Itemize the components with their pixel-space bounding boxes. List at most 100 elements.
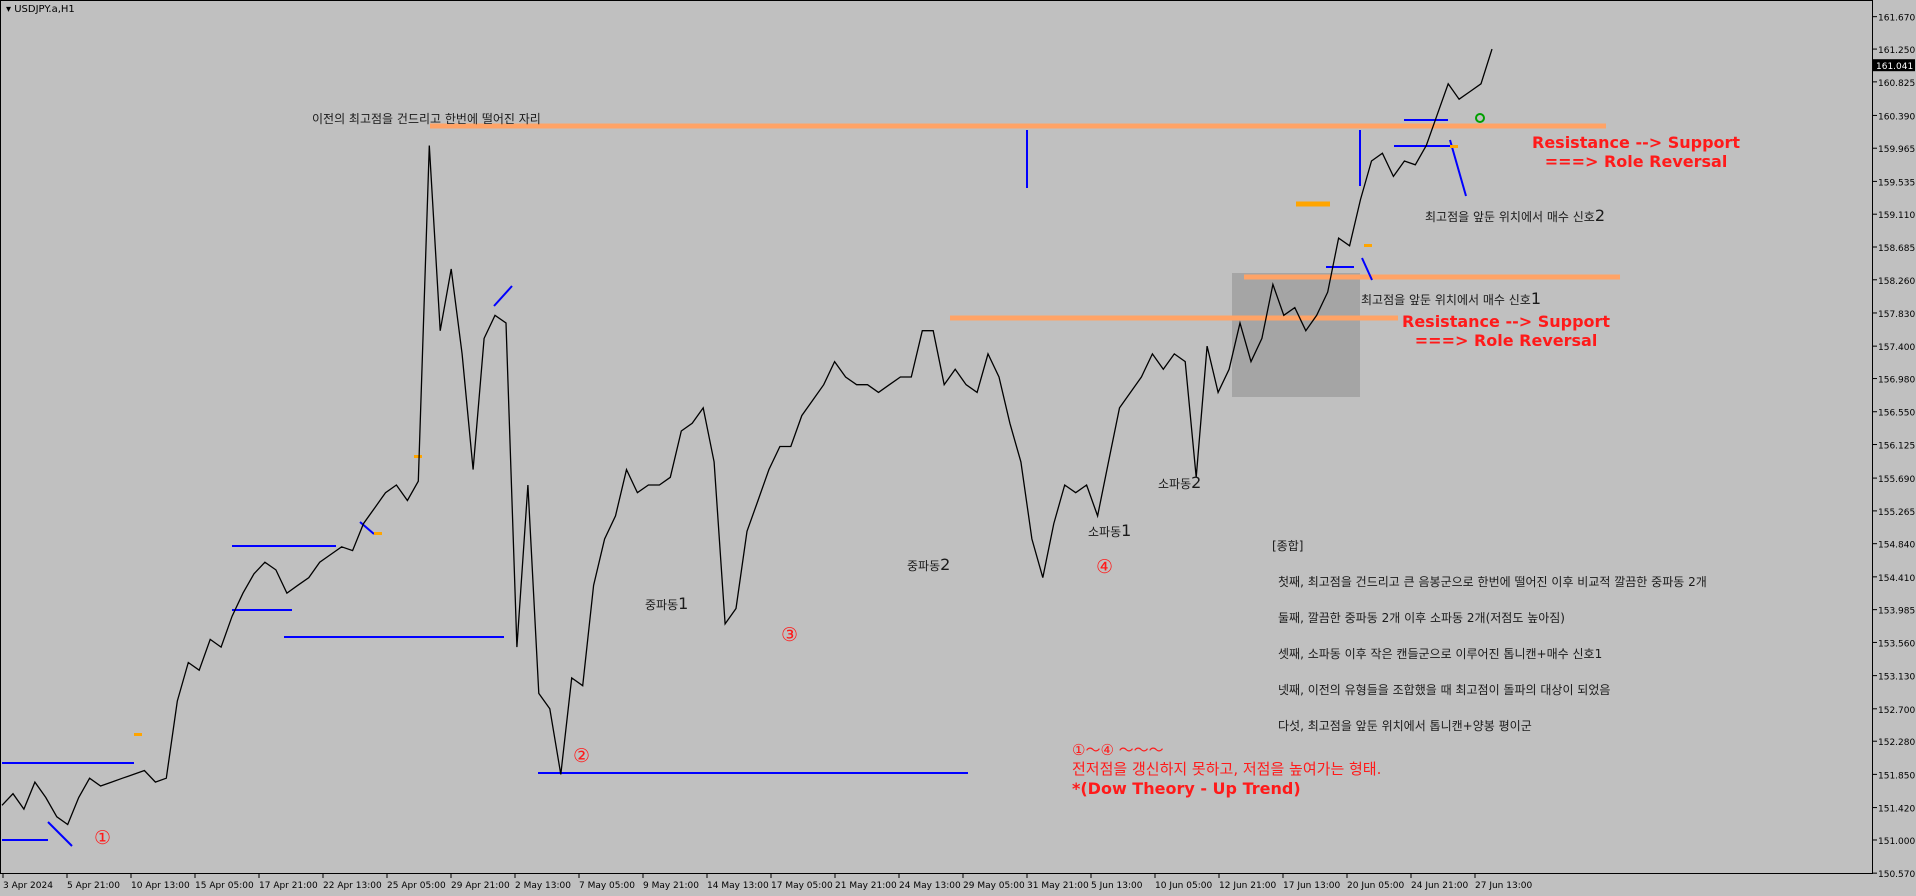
wave-text: 중파동 [907, 559, 941, 573]
circle-marker-4: ④ [1096, 556, 1114, 578]
x-tick-label: 10 Apr 13:00 [131, 881, 190, 891]
buy-signal-text: 최고점을 앞둔 위치에서 매수 신호 [1361, 293, 1531, 307]
x-tick-label: 24 May 13:00 [899, 881, 961, 891]
y-tick-label: 152.280 [1878, 738, 1915, 748]
y-tick-label: 153.985 [1878, 607, 1915, 617]
buy-signal-2-note: 최고점을 앞둔 위치에서 매수 신호2 [1425, 206, 1605, 225]
x-tick-label: 2 May 13:00 [515, 881, 571, 891]
circle-marker-2: ② [573, 745, 591, 767]
dow-line-1: ①～④ ～～～ [1072, 741, 1164, 759]
summary-line: 넷째, 이전의 유형들을 조합했을 때 최고점이 돌파의 대상이 되었음 [1278, 683, 1611, 697]
circle-marker-1: ① [94, 827, 112, 849]
x-tick-label: 15 Apr 05:00 [195, 881, 254, 891]
x-axis: 3 Apr 2024 5 Apr 21:00 10 Apr 13:00 15 Apr … [2, 874, 1532, 891]
role-reversal-line2: ===> Role Reversal [1544, 152, 1728, 171]
x-tick-label: 12 Jun 21:00 [1219, 881, 1276, 891]
y-axis: 161.670 161.250 160.825 160.390 159.965 159.5… [1873, 14, 1915, 880]
buy-signal-num: 2 [1594, 206, 1606, 225]
y-tick-label: 151.000 [1878, 837, 1915, 847]
y-tick-label: 160.825 [1878, 79, 1915, 89]
mid-wave-2-label: 중파동2 [907, 555, 950, 574]
blue-marker-line [359, 521, 375, 535]
y-tick-label: 159.110 [1878, 211, 1915, 221]
orange-tick [1450, 145, 1458, 148]
y-tick-label: 157.400 [1878, 343, 1915, 353]
dow-theory-note: ①～④ ～～～ 전저점을 갱신하지 못하고, 저점을 높여가는 형태. *(Do… [1072, 741, 1381, 798]
y-tick-label: 153.560 [1878, 639, 1915, 649]
y-tick-label: 154.840 [1878, 541, 1915, 551]
wave-num: 1 [678, 594, 689, 613]
x-tick-label: 21 May 21:00 [835, 881, 897, 891]
orange-tick [374, 532, 382, 535]
y-tick-label: 156.125 [1878, 442, 1915, 452]
y-tick-label: 156.550 [1878, 409, 1915, 419]
chart-frame[interactable] [0, 0, 1873, 874]
blue-marker-line [47, 821, 73, 847]
orange-tick [1364, 244, 1372, 247]
x-tick-label: 17 Apr 21:00 [259, 881, 318, 891]
y-tick-label: 153.130 [1878, 673, 1915, 683]
y-tick-label: 157.830 [1878, 310, 1915, 320]
x-tick-label: 29 May 05:00 [963, 881, 1025, 891]
y-tick-label: 159.965 [1878, 145, 1915, 155]
green-circle-marker [1475, 113, 1485, 123]
y-tick-label: 152.700 [1878, 706, 1915, 716]
wave-text: 소파동 [1158, 477, 1192, 491]
blue-marker-line [493, 285, 513, 307]
y-tick-label: 160.390 [1878, 112, 1915, 122]
x-tick-label: 7 May 05:00 [579, 881, 635, 891]
small-wave-1-label: 소파동1 [1088, 521, 1131, 540]
price-series [1, 48, 1493, 826]
dropdown-triangle-icon[interactable]: ▾ [6, 4, 12, 15]
y-tick-label: 161.250 [1878, 46, 1915, 56]
x-tick-label: 20 Jun 05:00 [1347, 881, 1404, 891]
y-tick-label: 150.570 [1878, 870, 1915, 880]
x-tick-label: 27 Jun 13:00 [1475, 881, 1532, 891]
orange-tick [414, 455, 422, 458]
summary-line: 둘째, 깔끔한 중파동 2개 이후 소파동 2개(저점도 높아짐) [1278, 611, 1565, 625]
overlay-shapes [2, 113, 1620, 847]
y-tick-label: 158.260 [1878, 277, 1915, 287]
small-wave-2-label: 소파동2 [1158, 473, 1201, 492]
x-tick-label: 29 Apr 21:00 [451, 881, 510, 891]
x-tick-label: 9 May 21:00 [643, 881, 699, 891]
y-tick-label: 155.265 [1878, 508, 1915, 518]
y-tick-label: 156.980 [1878, 376, 1915, 386]
x-tick-label: 17 May 05:00 [771, 881, 833, 891]
top-note: 이전의 최고점을 건드리고 한번에 떨어진 자리 [312, 112, 541, 126]
x-tick-label: 25 Apr 05:00 [387, 881, 446, 891]
wave-num: 1 [1121, 521, 1132, 540]
role-reversal-line1: Resistance --> Support [1402, 312, 1611, 331]
price-line [1, 48, 1493, 826]
x-tick-label: 22 Apr 13:00 [323, 881, 382, 891]
chart-symbol-label: USDJPY.a,H1 [14, 4, 75, 15]
blue-marker-line [1361, 257, 1373, 281]
buy-signal-num: 1 [1530, 289, 1542, 308]
dow-line-2: 전저점을 갱신하지 못하고, 저점을 높여가는 형태. [1072, 760, 1382, 778]
x-tick-label: 5 Apr 21:00 [67, 881, 120, 891]
x-tick-label: 10 Jun 05:00 [1155, 881, 1212, 891]
y-tick-label: 154.410 [1878, 574, 1915, 584]
blue-marker-line [1449, 139, 1467, 197]
consolidation-box [1232, 273, 1360, 397]
current-price-label: 161.041 [1876, 62, 1913, 72]
summary-line: 셋째, 소파동 이후 작은 캔들군으로 이루어진 톱니캔+매수 신호1 [1278, 647, 1603, 661]
x-tick-label: 14 May 13:00 [707, 881, 769, 891]
y-tick-label: 161.670 [1878, 14, 1915, 24]
role-reversal-line1: Resistance --> Support [1532, 133, 1741, 152]
symbol-title: ▾ USDJPY.a,H1 [6, 4, 75, 15]
x-tick-label: 17 Jun 13:00 [1283, 881, 1340, 891]
wave-text: 소파동 [1088, 525, 1122, 539]
mid-wave-1-label: 중파동1 [645, 594, 688, 613]
circle-marker-3: ③ [781, 624, 799, 646]
wave-num: 2 [940, 555, 951, 574]
wave-num: 2 [1191, 473, 1202, 492]
y-tick-label: 151.850 [1878, 771, 1915, 781]
role-reversal-note-2: Resistance --> Support ===> Role Reversa… [1402, 312, 1610, 350]
role-reversal-line2: ===> Role Reversal [1414, 331, 1598, 350]
orange-tick [134, 733, 142, 736]
x-tick-label: 3 Apr 2024 [3, 881, 53, 891]
y-tick-label: 158.685 [1878, 244, 1915, 254]
x-tick-label: 24 Jun 21:00 [1411, 881, 1468, 891]
